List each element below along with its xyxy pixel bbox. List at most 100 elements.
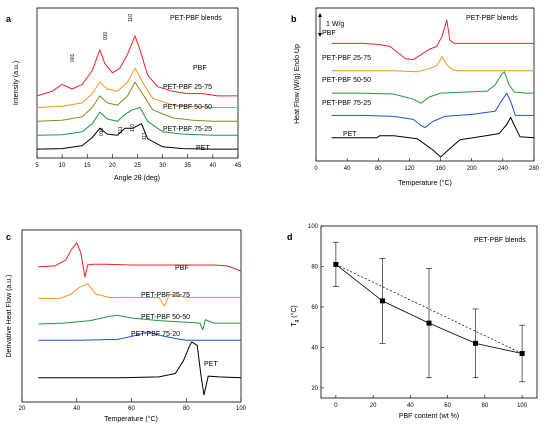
panel-c-xticks: 20 40 60 80 100: [19, 398, 247, 412]
panel-b-scale-label: 1 W/g: [326, 21, 344, 28]
x-tick-label: 20: [370, 403, 377, 409]
series-line-b-pet: [331, 116, 535, 158]
series-line-c-pet-pbf-25-75: [38, 283, 241, 307]
series-line-b-pet-pbf-50-50: [331, 71, 534, 104]
x-tick-label: 60: [128, 406, 135, 412]
panel-d-frame: [320, 225, 538, 399]
series-line-a-pet-pbf-75-25: [36, 107, 238, 136]
panel-c-trace-labels: PBF PET-PBF 25-75 PET-PBF 50-50 PET-PBF …: [131, 265, 218, 368]
series-line-b-pet-pbf-25-75: [331, 56, 534, 73]
x-tick-label: 20: [109, 163, 116, 169]
panel-a: a PET-PBF blends Intensity (a.u.) Angle …: [6, 7, 242, 182]
x-tick-label: 240: [498, 166, 509, 172]
ylabel-sub: g: [294, 319, 300, 322]
series-line-c-pet-pbf-75-20: [38, 331, 241, 341]
panel-c-label-5050: PET-PBF 50-50: [141, 314, 190, 321]
panel-d-xlabel: PBF content (wt %): [399, 413, 459, 420]
panel-d-yticks: 20 40 60 80 100: [308, 224, 324, 392]
panel-c-label-pbf: PBF: [175, 265, 189, 272]
panel-a-label-7525: PET-PBF 75-25: [163, 126, 212, 133]
panel-c-label: c: [6, 232, 11, 242]
data-point: [426, 320, 432, 326]
panel-b-xticks: 0 40 80 120 160 200 240 280: [314, 158, 540, 172]
x-tick-label: 35: [184, 163, 191, 169]
series-line-c-pet-pbf-50-50: [38, 314, 241, 331]
panel-a-xticks: 5 10 15 20 25 30 35 40 45: [35, 154, 242, 169]
panel-c-traces: [38, 242, 242, 396]
y-tick-label: 60: [311, 305, 318, 311]
series-line-a-pet-pbf-50-50: [36, 81, 238, 122]
panel-d-title: PET-PBF blends: [474, 237, 526, 244]
x-tick-label: 0: [314, 166, 318, 172]
panel-d-ylabel: Tg (°C): [290, 305, 300, 327]
panel-b-traces: [331, 19, 535, 158]
panel-d-xticks: 0 20 40 60 80 100: [334, 395, 528, 409]
series-line-b-pbf: [331, 19, 534, 61]
panel-a-label-pbf: PBF: [193, 65, 207, 72]
panel-b-label: b: [291, 14, 297, 24]
panel-a-traces: [36, 35, 238, 150]
panel-a-peak-labels: 001 010 110 010 111 110 111: [70, 14, 148, 140]
x-tick-label: 280: [529, 166, 540, 172]
panel-c: c Derivative Heat Flow (a.u.) Temperatur…: [6, 229, 247, 423]
x-tick-label: 100: [517, 403, 528, 409]
panel-c-label-2575: PET-PBF 25-75: [141, 292, 190, 299]
x-tick-label: 0: [334, 403, 338, 409]
panel-a-label-2575: PET-PBF 25-75: [163, 84, 212, 91]
panel-c-ylabel: Derivative Heat Flow (a.u.): [6, 275, 13, 358]
panel-c-label-7520: PET-PBF 75-20: [131, 331, 180, 338]
panel-b-label-5050: PET-PBF 50-50: [322, 77, 371, 84]
x-tick-label: 200: [467, 166, 478, 172]
x-tick-label: 100: [236, 406, 247, 412]
panel-b-label-2575: PET-PBF 25-75: [322, 55, 371, 62]
panel-b-ylabel: Heat Flow (W/g) Endo Up: [294, 44, 301, 124]
panel-b-label-pbf: PBF: [322, 30, 336, 37]
y-tick-label: 80: [311, 264, 318, 270]
x-tick-label: 40: [210, 163, 217, 169]
panel-a-label-5050: PET-PBF 50-50: [163, 104, 212, 111]
peak-pet-110: 110: [130, 124, 136, 132]
x-tick-label: 30: [159, 163, 166, 169]
series-line-a-pet-pbf-25-75: [36, 67, 238, 108]
x-tick-label: 45: [235, 163, 242, 169]
peak-pet-111b: 111: [142, 132, 148, 140]
scale-arrow-up-icon: [318, 13, 322, 17]
data-point: [333, 261, 339, 267]
panel-c-label-pet: PET: [204, 361, 218, 368]
panel-b-frame: [315, 7, 535, 162]
data-point: [379, 298, 385, 304]
panel-a-label-pet: PET: [196, 145, 210, 152]
x-tick-label: 160: [436, 166, 447, 172]
panel-b-xlabel: Temperature (°C): [398, 179, 452, 187]
x-tick-label: 60: [444, 403, 451, 409]
panel-a-xlabel: Angle 2θ (deg): [114, 175, 160, 182]
series-line-c-pbf: [38, 242, 242, 278]
x-tick-label: 40: [407, 403, 414, 409]
peak-pbf-001: 001: [70, 53, 76, 62]
x-tick-label: 40: [73, 406, 80, 412]
peak-pet-010: 010: [99, 127, 105, 136]
panel-b-label-pet: PET: [343, 131, 357, 138]
panel-c-xlabel: Temperature (°C): [104, 415, 158, 423]
x-tick-label: 15: [84, 163, 91, 169]
ylabel-unit: (°C): [290, 305, 298, 319]
data-point: [519, 350, 525, 356]
panel-b-label-7525: PET-PBF 75-25: [322, 100, 371, 107]
panel-a-ylabel: Intensity (a.u.): [13, 61, 20, 105]
panel-d-marks: [332, 241, 526, 383]
panel-a-trace-labels: PBF PET-PBF 25-75 PET-PBF 50-50 PET-PBF …: [163, 65, 212, 152]
x-tick-label: 80: [375, 166, 382, 172]
panel-b-trace-labels: PBF PET-PBF 25-75 PET-PBF 50-50 PET-PBF …: [322, 30, 371, 138]
x-tick-label: 120: [404, 166, 415, 172]
panel-b: b PET-PBF blends 1 W/g Heat Flow (W/g) E…: [291, 7, 540, 187]
x-tick-label: 10: [59, 163, 66, 169]
panel-a-label: a: [6, 14, 12, 24]
data-point: [473, 340, 479, 346]
peak-pbf-010: 010: [103, 31, 109, 40]
y-tick-label: 20: [311, 386, 318, 392]
x-tick-label: 80: [482, 403, 489, 409]
series-line-c-pet: [38, 341, 242, 396]
y-tick-label: 40: [311, 345, 318, 351]
peak-pet-111a: 111: [118, 126, 124, 134]
